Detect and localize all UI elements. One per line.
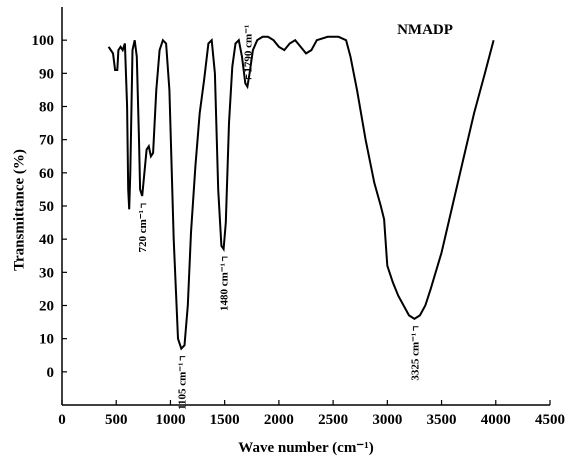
- annotation: 3325 cm⁻¹: [409, 333, 421, 381]
- series-label: NMADP: [397, 22, 453, 38]
- y-tick-label: 100: [32, 33, 55, 49]
- y-tick-label: 30: [39, 265, 54, 281]
- x-tick-label: 3500: [427, 412, 457, 428]
- y-tick-label: 60: [39, 166, 54, 182]
- annotation: 1105 cm⁻¹: [176, 363, 188, 410]
- y-tick-label: 90: [39, 66, 54, 82]
- y-tick-label: 50: [39, 199, 54, 215]
- spectrum-line: [107, 35, 495, 351]
- x-tick-label: 3000: [372, 412, 402, 428]
- y-tick-label: 10: [39, 332, 54, 348]
- y-tick-label: 40: [39, 232, 54, 248]
- x-tick-label: 1000: [155, 412, 185, 428]
- annotation: 1480 cm⁻¹: [219, 263, 231, 311]
- annotation-bracket: [412, 326, 419, 331]
- annotation-bracket: [179, 356, 186, 361]
- y-tick-label: 80: [39, 100, 54, 116]
- annotation: 1790 cm⁻¹: [242, 25, 254, 73]
- annotation-bracket: [222, 256, 228, 262]
- x-tick-label: 4500: [535, 412, 565, 428]
- y-axis-label: Transmittance (%): [11, 149, 27, 271]
- x-tick-label: 4000: [481, 412, 511, 428]
- x-tick-label: 0: [58, 412, 66, 428]
- x-tick-label: 2500: [318, 412, 348, 428]
- y-tick-label: 0: [47, 365, 55, 381]
- y-tick-label: 70: [39, 133, 54, 149]
- annotation: 720 cm⁻¹: [137, 210, 149, 252]
- x-axis-label: Wave number (cm⁻¹): [238, 440, 373, 456]
- annotation-bracket: [245, 74, 252, 80]
- y-tick-label: 20: [39, 299, 54, 315]
- x-tick-label: 2000: [264, 412, 294, 428]
- x-tick-label: 1500: [210, 412, 240, 428]
- x-tick-label: 500: [105, 412, 128, 428]
- annotation-bracket: [140, 203, 147, 209]
